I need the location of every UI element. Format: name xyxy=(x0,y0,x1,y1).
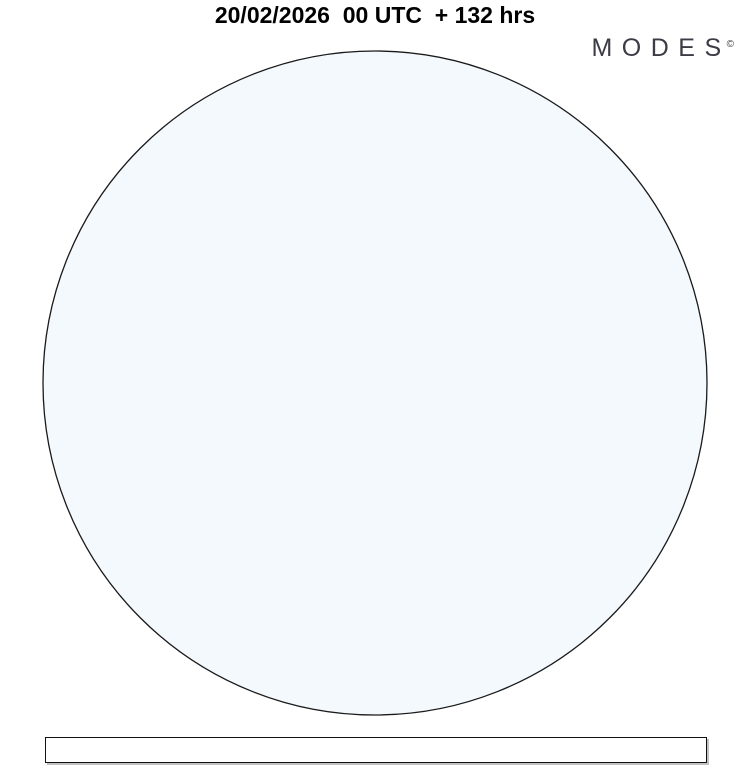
map-background xyxy=(43,51,707,715)
map-boundary xyxy=(42,50,708,716)
colorbar xyxy=(45,737,707,763)
page-title: 20/02/2026 00 UTC + 132 hrs xyxy=(214,2,536,28)
modes-logo-text: MODES xyxy=(591,34,731,62)
copyright-icon: © xyxy=(726,38,734,50)
modes-logo: MODES© xyxy=(591,34,734,63)
colorbar-tick-labels xyxy=(45,763,707,782)
